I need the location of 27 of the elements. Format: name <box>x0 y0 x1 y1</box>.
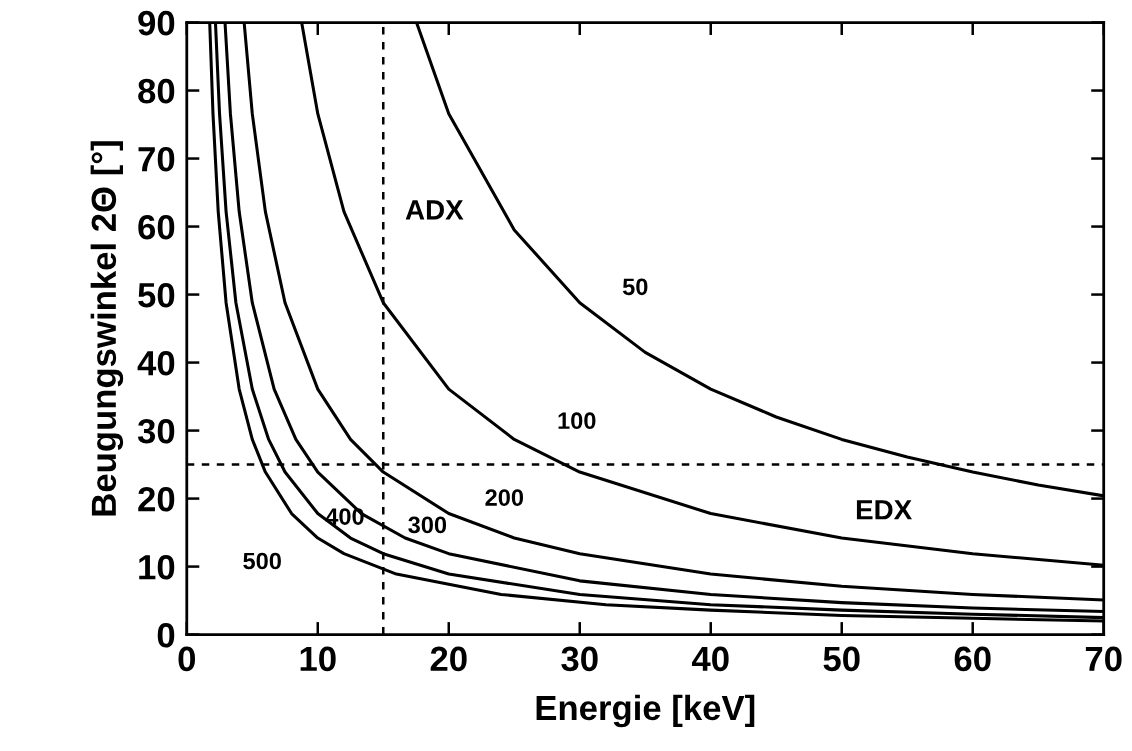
annotation: 100 <box>558 412 596 430</box>
x-tick-label: 40 <box>691 646 729 672</box>
x-tick-label: 60 <box>954 646 991 672</box>
y-axis-title: Beugungswinkel 2Θ [°] <box>90 141 124 516</box>
x-axis-title: Energie [keV] <box>536 694 755 728</box>
x-tick-label: 50 <box>823 646 860 672</box>
annotation: 50 <box>622 278 648 296</box>
x-tick-label: 70 <box>1085 646 1122 672</box>
y-tick-label: 50 <box>138 282 175 308</box>
y-tick-label: 30 <box>137 418 175 444</box>
annotation: EDX <box>856 500 912 520</box>
annotation: ADX <box>405 200 464 220</box>
x-tick-label: 0 <box>178 646 196 672</box>
x-tick-label: 10 <box>300 646 336 672</box>
y-tick-label: 10 <box>139 554 175 580</box>
x-tick-label: 20 <box>430 646 467 672</box>
x-tick-label: 30 <box>561 646 598 672</box>
annotation: 200 <box>485 489 524 506</box>
y-tick-label: 90 <box>138 10 175 36</box>
y-tick-label: 60 <box>138 214 175 240</box>
annotation: 300 <box>408 516 447 534</box>
y-tick-label: 70 <box>138 146 175 172</box>
y-tick-label: 0 <box>157 622 175 648</box>
y-tick-label: 40 <box>137 350 175 376</box>
y-tick-label: 20 <box>138 486 175 512</box>
annotation: 500 <box>243 552 281 570</box>
y-tick-label: 80 <box>138 78 175 104</box>
